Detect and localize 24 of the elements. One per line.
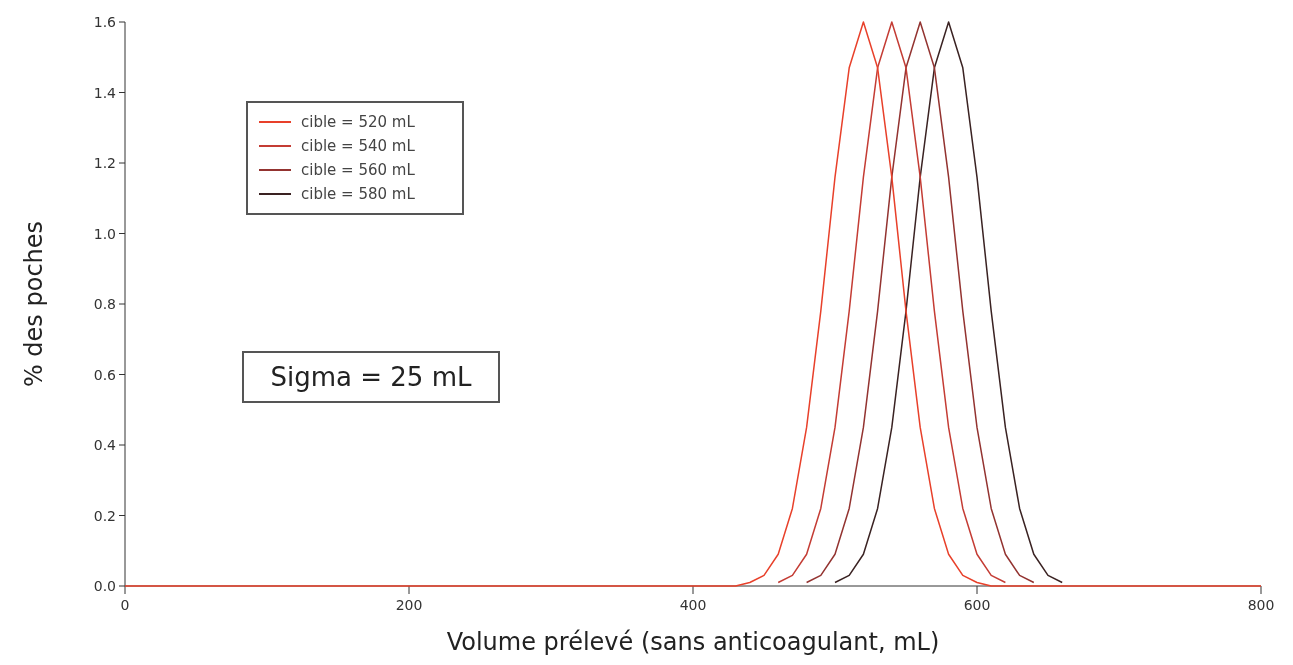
y-tick-label: 1.4	[93, 84, 117, 101]
line-series	[834, 21, 1063, 584]
y-tick-label: 0.8	[93, 296, 116, 312]
x-axis-title: Volume prélevé (sans anticoagulant, mL)	[446, 628, 940, 656]
legend-label: cible = 560 mL	[301, 161, 416, 179]
line-series	[805, 21, 1035, 584]
annotation: Sigma = 25 mL	[270, 362, 472, 392]
x-tick-label: 600	[963, 597, 991, 613]
x-tick-label: 400	[679, 597, 707, 613]
x-tick-label: 0	[120, 597, 130, 613]
y-tick-label: 1.2	[93, 155, 116, 171]
y-axis-title: % des poches	[20, 220, 48, 388]
x-tick-label: 800	[1247, 597, 1275, 613]
y-tick-label: 0.4	[93, 437, 117, 453]
y-tick-label: 0.2	[93, 507, 116, 524]
y-tick-label: 1.6	[93, 14, 117, 30]
y-tick-label: 0.6	[93, 366, 117, 383]
y-tick-label: 1.0	[93, 225, 116, 242]
line-series	[777, 21, 1007, 584]
legend-label: cible = 580 mL	[301, 185, 416, 203]
legend-label: cible = 520 mL	[301, 113, 416, 131]
y-tick-label: 0.0	[93, 578, 116, 594]
legend-label: cible = 540 mL	[301, 137, 416, 155]
x-tick-label: 200	[395, 597, 423, 613]
